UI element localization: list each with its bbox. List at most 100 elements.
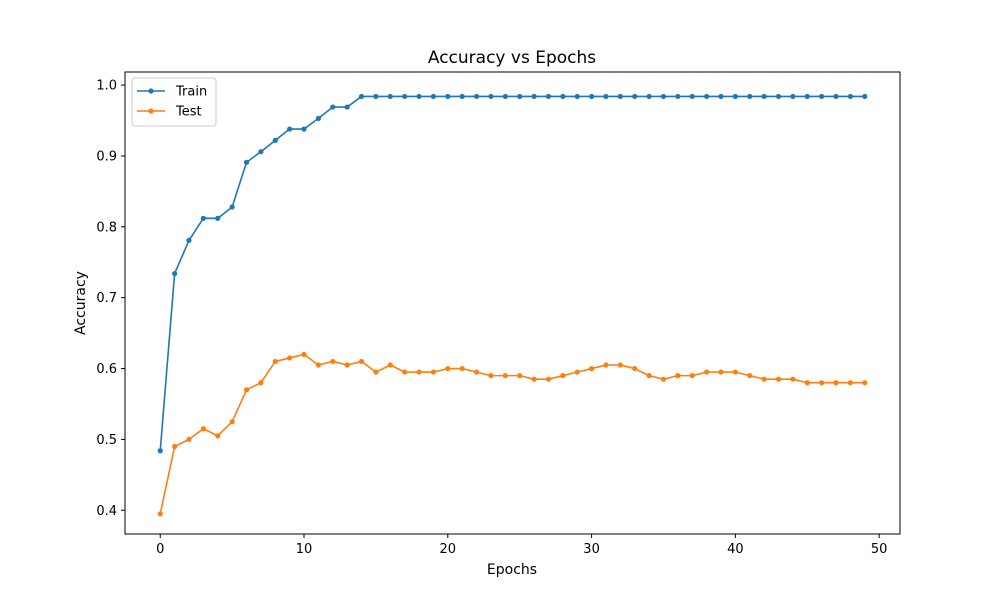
train-data-point (229, 204, 235, 210)
train-data-point (200, 215, 206, 221)
y-tick-label: 0.8 (96, 220, 117, 235)
test-data-point (272, 358, 278, 365)
train-data-point (847, 93, 853, 100)
y-tick-label: 0.5 (96, 433, 117, 448)
test-data-point (488, 373, 494, 379)
test-data-point (603, 362, 609, 368)
test-data-point (790, 376, 796, 382)
train-data-point (258, 149, 264, 155)
test-data-point (775, 376, 782, 382)
test-data-point (747, 373, 753, 379)
train-data-point (243, 159, 250, 165)
y-tick-label: 0.7 (96, 291, 117, 306)
train-data-point (632, 93, 638, 100)
train-data-point (488, 93, 494, 100)
train-data-point (301, 126, 307, 132)
y-tick-label: 0.9 (96, 149, 117, 164)
train-data-point (502, 93, 508, 100)
test-data-point (172, 443, 178, 450)
test-data-point (373, 369, 379, 375)
test-data-point (660, 376, 667, 382)
test-data-point (402, 369, 408, 375)
train-data-point (430, 93, 437, 100)
test-data-point (531, 376, 537, 382)
train-data-point (358, 93, 365, 100)
train-data-point (732, 93, 738, 100)
test-data-point (330, 358, 336, 365)
chart-title: Accuracy vs Epochs (428, 48, 596, 68)
test-data-point (646, 373, 652, 379)
train-data-point (646, 93, 652, 100)
test-data-point (732, 369, 738, 375)
plot-frame (124, 71, 901, 535)
train-data-point (804, 93, 810, 100)
test-data-point (588, 365, 595, 372)
train-data-point (588, 93, 595, 100)
train-data-point (574, 93, 580, 100)
test-data-point (258, 380, 264, 386)
train-data-point (704, 93, 710, 100)
test-data-point (315, 362, 321, 368)
train-data-point (790, 93, 796, 100)
test-data-point (675, 373, 681, 379)
train-data-point (819, 93, 825, 100)
train-data-point (660, 93, 667, 100)
test-data-point (430, 369, 437, 375)
test-data-point (416, 369, 422, 375)
train-data-point (315, 115, 321, 122)
y-axis: 0.4 0.5 0.6 0.7 0.8 0.9 1.0 (96, 79, 125, 519)
test-data-point (243, 387, 250, 393)
legend-label-train: Train (175, 85, 207, 100)
x-axis-label: Epochs (487, 562, 537, 578)
train-data-point (833, 93, 839, 100)
x-tick-label: 20 (440, 542, 457, 557)
train-data-point (387, 93, 393, 100)
test-data-point (545, 376, 552, 382)
y-axis-label: Accuracy (73, 271, 89, 335)
train-data-point (473, 93, 480, 100)
train-data-point (718, 93, 724, 100)
train-data-point (761, 93, 767, 100)
train-data-point (416, 93, 422, 100)
x-axis: 0 10 20 30 40 50 (156, 534, 887, 557)
test-data-point (459, 365, 465, 372)
legend-marker-test (148, 108, 154, 114)
test-data-point (186, 436, 192, 443)
test-data-point (761, 376, 767, 382)
train-data-point (402, 93, 408, 100)
test-data-point (574, 369, 580, 375)
test-data-point (358, 358, 365, 365)
train-data-point (862, 93, 868, 100)
test-data-point (560, 373, 566, 379)
test-data-point (517, 373, 523, 379)
y-tick-label: 0.4 (96, 504, 117, 519)
test-data-point (819, 380, 825, 386)
legend-label-test: Test (175, 105, 202, 120)
test-data-point (502, 373, 508, 379)
test-data-point (301, 351, 307, 357)
x-tick-label: 10 (296, 542, 313, 557)
train-data-point (459, 93, 465, 100)
test-data-point (833, 380, 839, 386)
train-data-point (545, 93, 552, 100)
train-data-point (215, 215, 221, 221)
test-data-point (387, 362, 393, 368)
train-series-line (159, 95, 865, 451)
train-data-point (330, 104, 336, 110)
test-data-point (704, 369, 710, 375)
train-data-point (560, 93, 566, 100)
y-tick-label: 0.6 (96, 362, 117, 377)
test-series-line (159, 353, 865, 514)
test-data-point (287, 355, 293, 361)
y-tick-label: 1.0 (96, 79, 117, 94)
test-data-point (804, 380, 810, 386)
train-data-point (172, 270, 178, 277)
x-tick-label: 0 (156, 542, 164, 557)
legend: Train Test (131, 77, 217, 127)
x-tick-label: 40 (727, 542, 744, 557)
test-data-point (344, 362, 350, 368)
test-data-point (617, 362, 623, 368)
train-data-point (689, 93, 695, 100)
test-data-point (473, 369, 480, 375)
